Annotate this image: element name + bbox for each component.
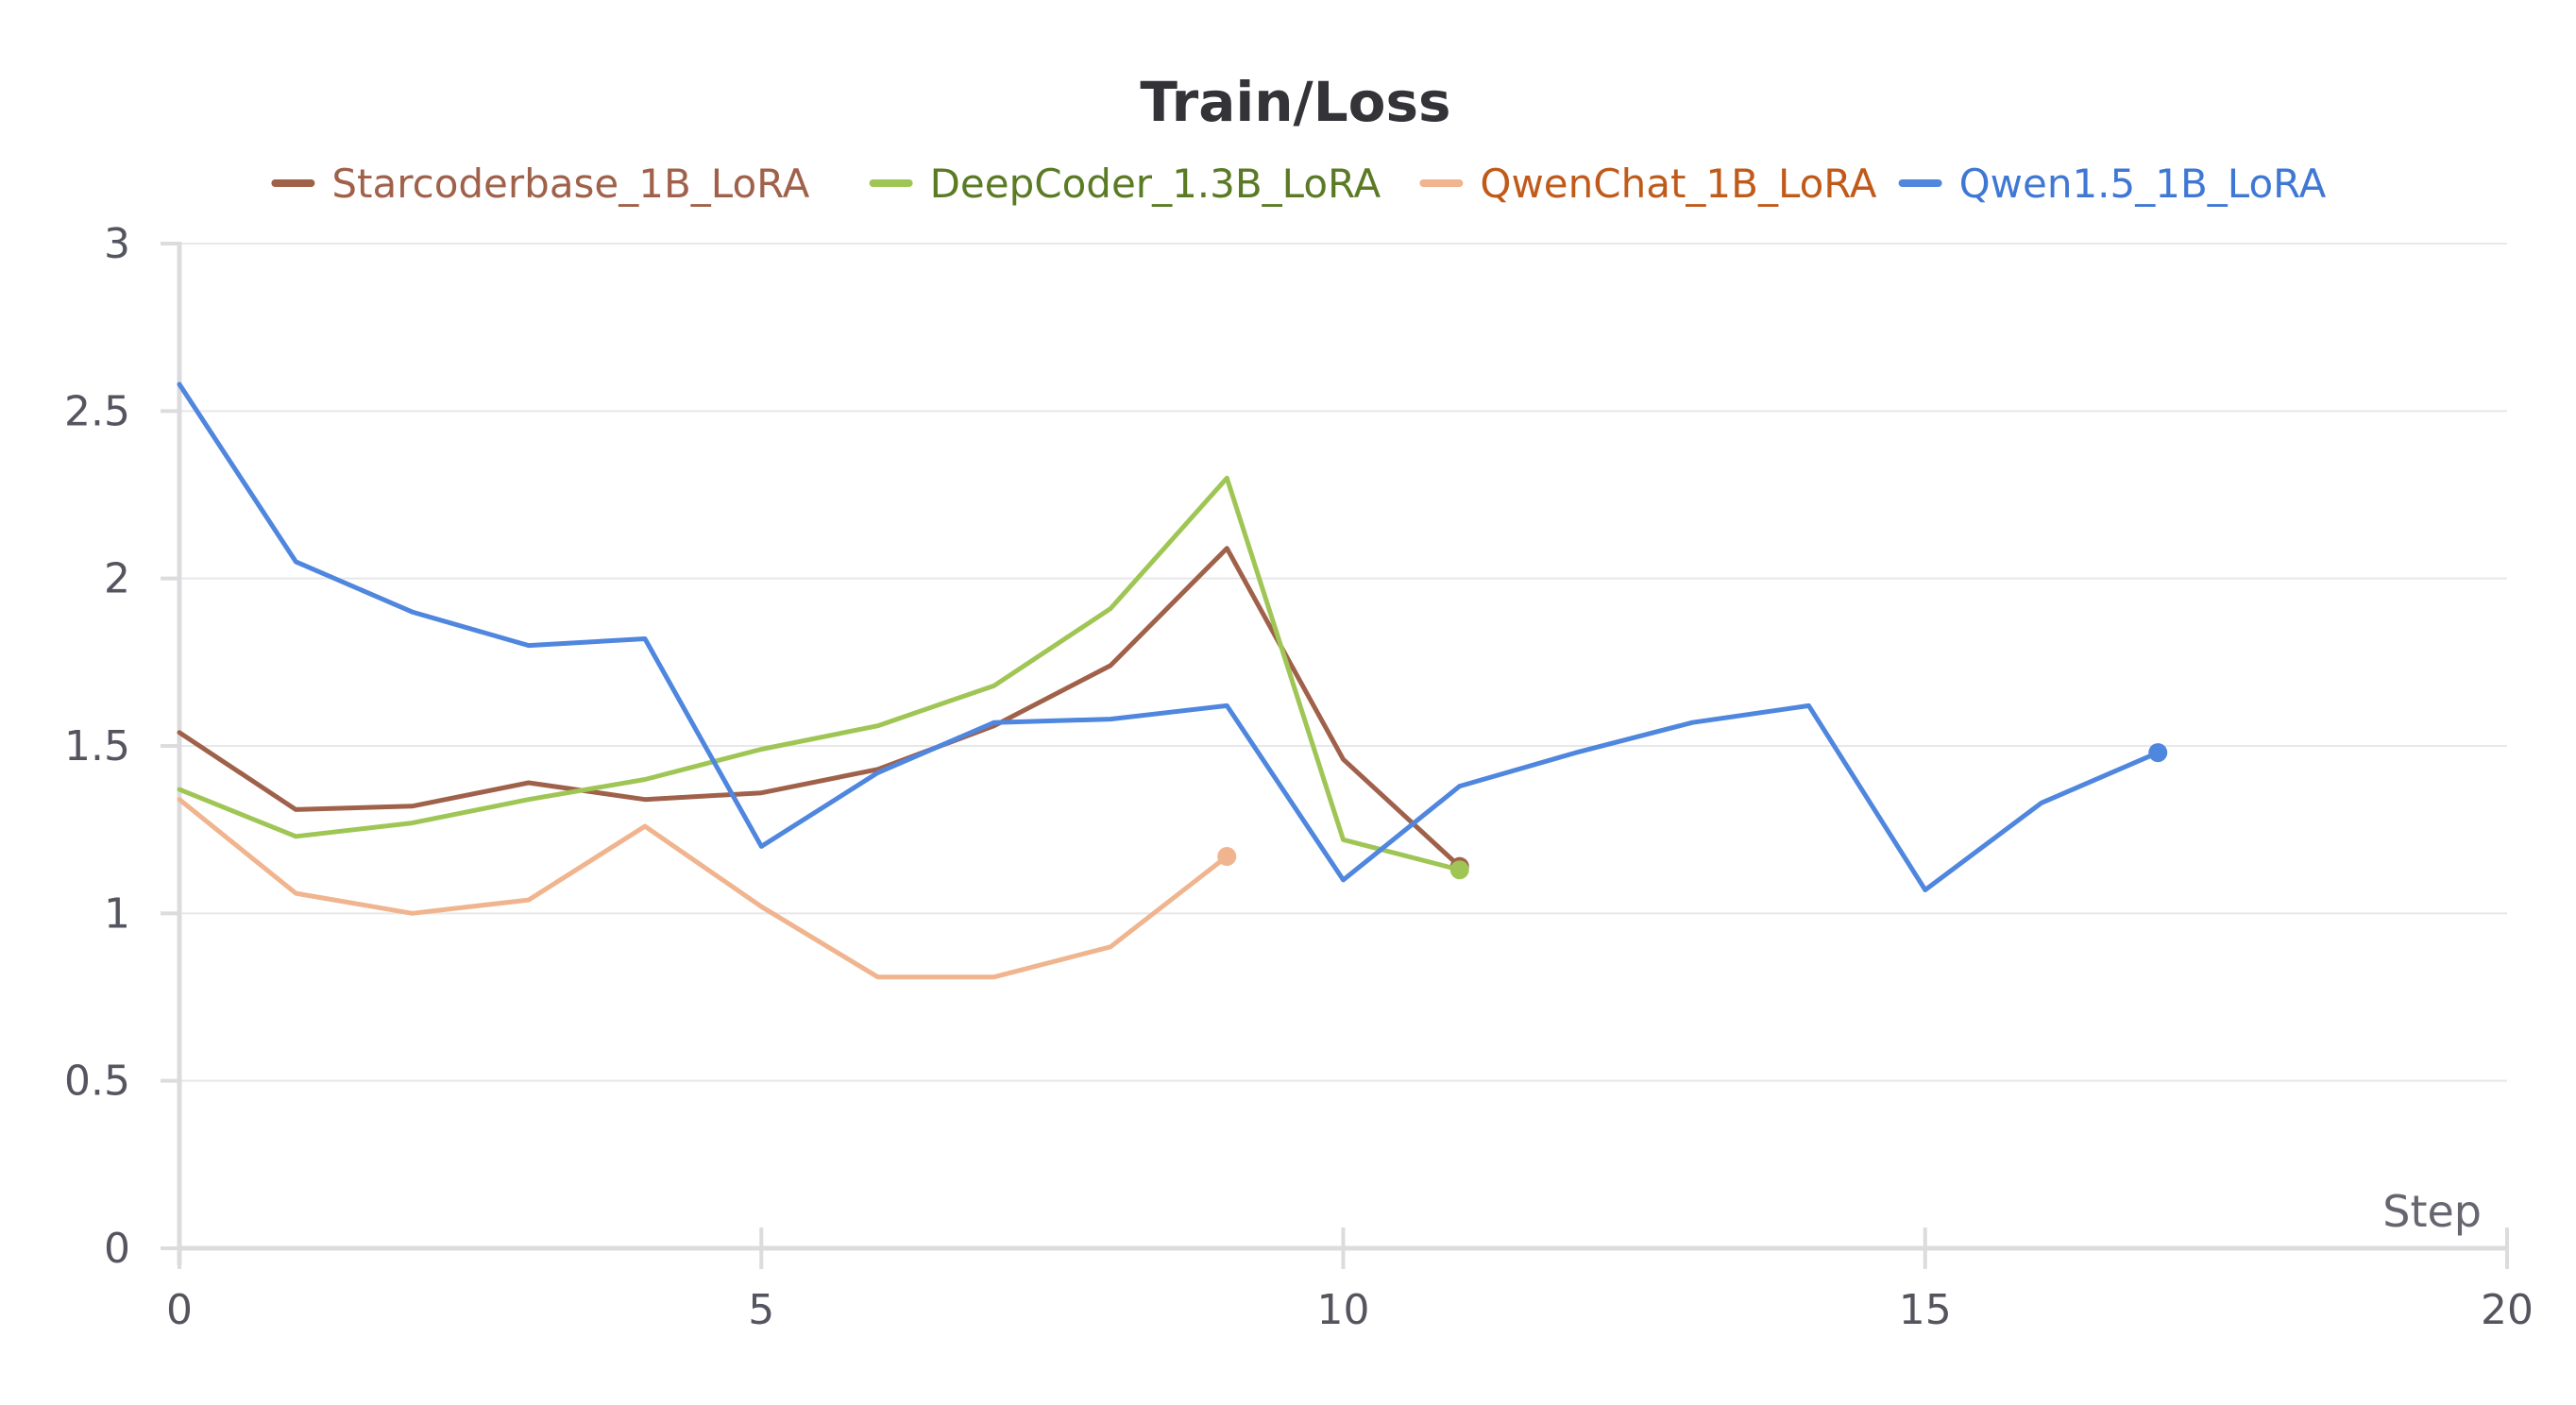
y-tick-label-6: 3 [104, 220, 130, 268]
x-tick-label-4: 20 [2481, 1286, 2534, 1334]
x-tick-label-3: 15 [1899, 1286, 1952, 1334]
series-3-point-17 [2148, 743, 2168, 763]
y-tick-label-2: 1 [104, 889, 130, 938]
legend-item-2: QwenChat_1B_LoRA [1419, 161, 1877, 207]
x-tick-label-0: 0 [166, 1286, 193, 1334]
series-line-3 [177, 381, 2161, 892]
series-line-2 [177, 797, 1229, 980]
series-2 [177, 797, 1237, 980]
gridlines [179, 243, 2507, 1082]
tick-labels: 0 5 10 15 20 0 0.5 1 1.5 2 2.5 3 [64, 220, 2534, 1334]
y-tick-label-0: 0 [104, 1225, 130, 1273]
axes [161, 242, 2509, 1269]
y-tick-label-5: 2.5 [64, 387, 130, 435]
series-3 [177, 381, 2168, 892]
y-tick-label-4: 2 [104, 555, 130, 603]
legend-label-2: QwenChat_1B_LoRA [1480, 161, 1876, 207]
x-tick-label-2: 10 [1317, 1286, 1370, 1334]
y-tick-label-1: 0.5 [64, 1058, 130, 1106]
series-2-point-9 [1217, 847, 1237, 867]
legend-label-0: Starcoderbase_1B_LoRA [331, 161, 809, 207]
legend-label-1: DeepCoder_1.3B_LoRA [930, 161, 1381, 207]
x-tick-label-1: 5 [748, 1286, 774, 1334]
series-layer [177, 381, 2168, 980]
chart-title: Train/Loss [1140, 70, 1450, 134]
series-line-0 [177, 546, 1463, 870]
series-line-1 [177, 475, 1463, 872]
series-1 [177, 475, 1469, 880]
legend: Starcoderbase_1B_LoRA DeepCoder_1.3B_LoRA… [271, 161, 2327, 207]
x-axis-title: Step [2382, 1186, 2482, 1237]
series-1-point-11 [1449, 860, 1469, 880]
y-tick-label-3: 1.5 [64, 722, 130, 770]
legend-item-0: Starcoderbase_1B_LoRA [271, 161, 810, 207]
legend-label-3: Qwen1.5_1B_LoRA [1959, 161, 2327, 207]
legend-item-3: Qwen1.5_1B_LoRA [1898, 161, 2327, 207]
legend-item-1: DeepCoder_1.3B_LoRA [869, 161, 1381, 207]
